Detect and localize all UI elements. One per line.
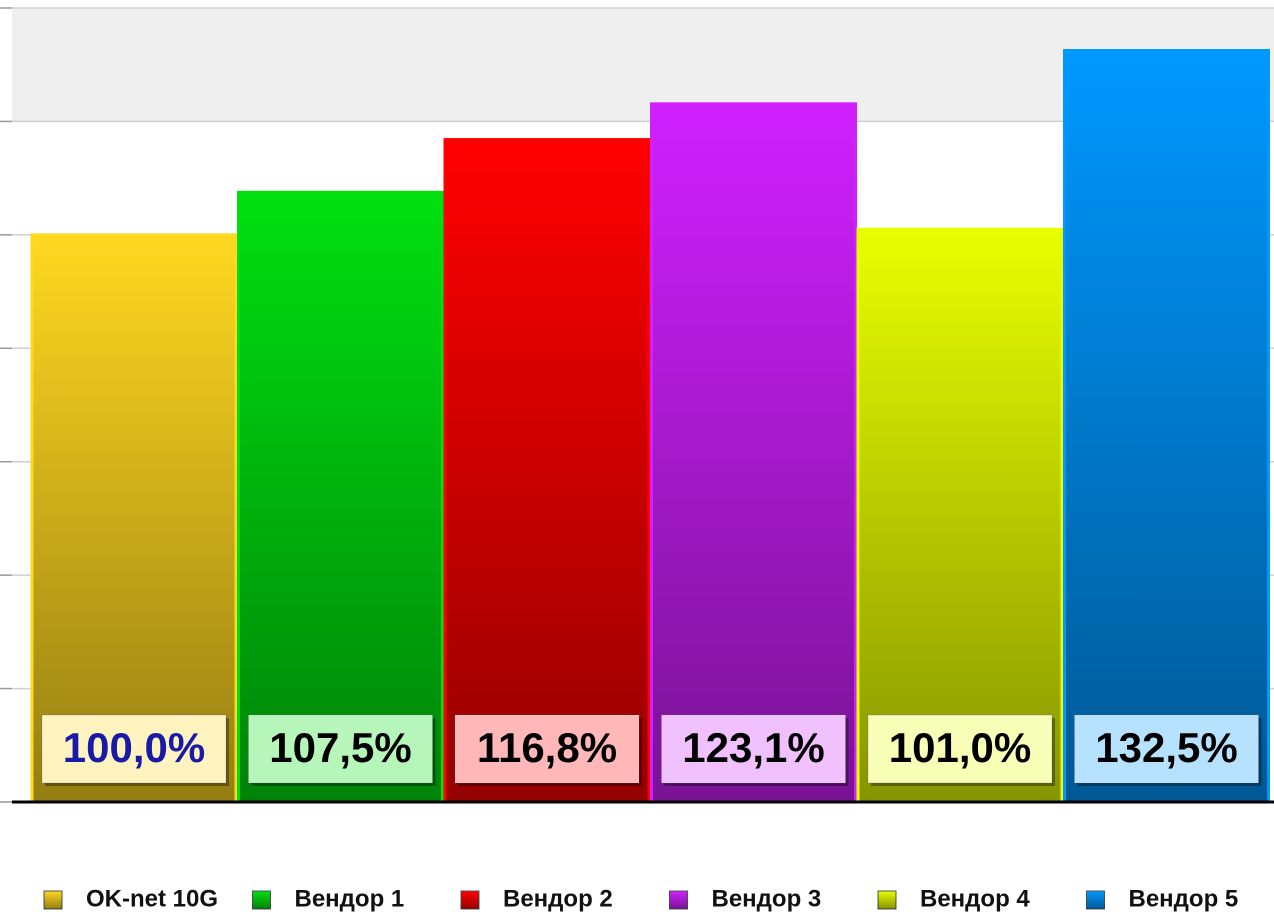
label-box — [41, 714, 227, 784]
label-box-bg — [455, 715, 639, 783]
value-label: 100,0% — [63, 724, 205, 771]
value-label: 132,5% — [1095, 724, 1237, 771]
value-label: 107,5% — [269, 724, 411, 771]
bar-shade — [237, 190, 444, 804]
bar-shade — [443, 138, 651, 804]
label-box — [454, 714, 640, 784]
bar-shade — [1063, 49, 1270, 804]
label-box — [661, 714, 846, 784]
value-label: 123,1% — [682, 724, 824, 771]
label-box-bg — [1074, 715, 1259, 783]
label-box — [1074, 714, 1259, 784]
legend-label: Вендор 2 — [503, 885, 613, 912]
legend-label: Вендор 4 — [920, 885, 1030, 912]
legend-swatch-shade — [252, 891, 271, 909]
label-box-bg — [868, 715, 1052, 783]
legend-swatch-shade — [878, 891, 896, 909]
legend-swatch-shade — [1086, 891, 1105, 909]
label-box — [867, 714, 1053, 784]
value-label: 101,0% — [889, 724, 1031, 771]
label-box-bg — [661, 715, 846, 783]
label-box-bg — [248, 715, 433, 783]
legend-swatch-shade — [44, 891, 62, 909]
bar-shade — [650, 102, 857, 804]
legend-label: Вендор 3 — [712, 885, 822, 912]
legend-label: Вендор 5 — [1129, 885, 1239, 912]
legend-label: Вендор 1 — [295, 885, 405, 912]
label-box — [248, 714, 433, 784]
legend-swatch-shade — [461, 891, 479, 909]
legend-label: OK-net 10G — [86, 885, 218, 912]
legend-swatch-shade — [669, 891, 688, 909]
value-label: 116,8% — [477, 724, 617, 771]
label-box-bg — [42, 715, 226, 783]
bar-shade — [856, 227, 1064, 804]
